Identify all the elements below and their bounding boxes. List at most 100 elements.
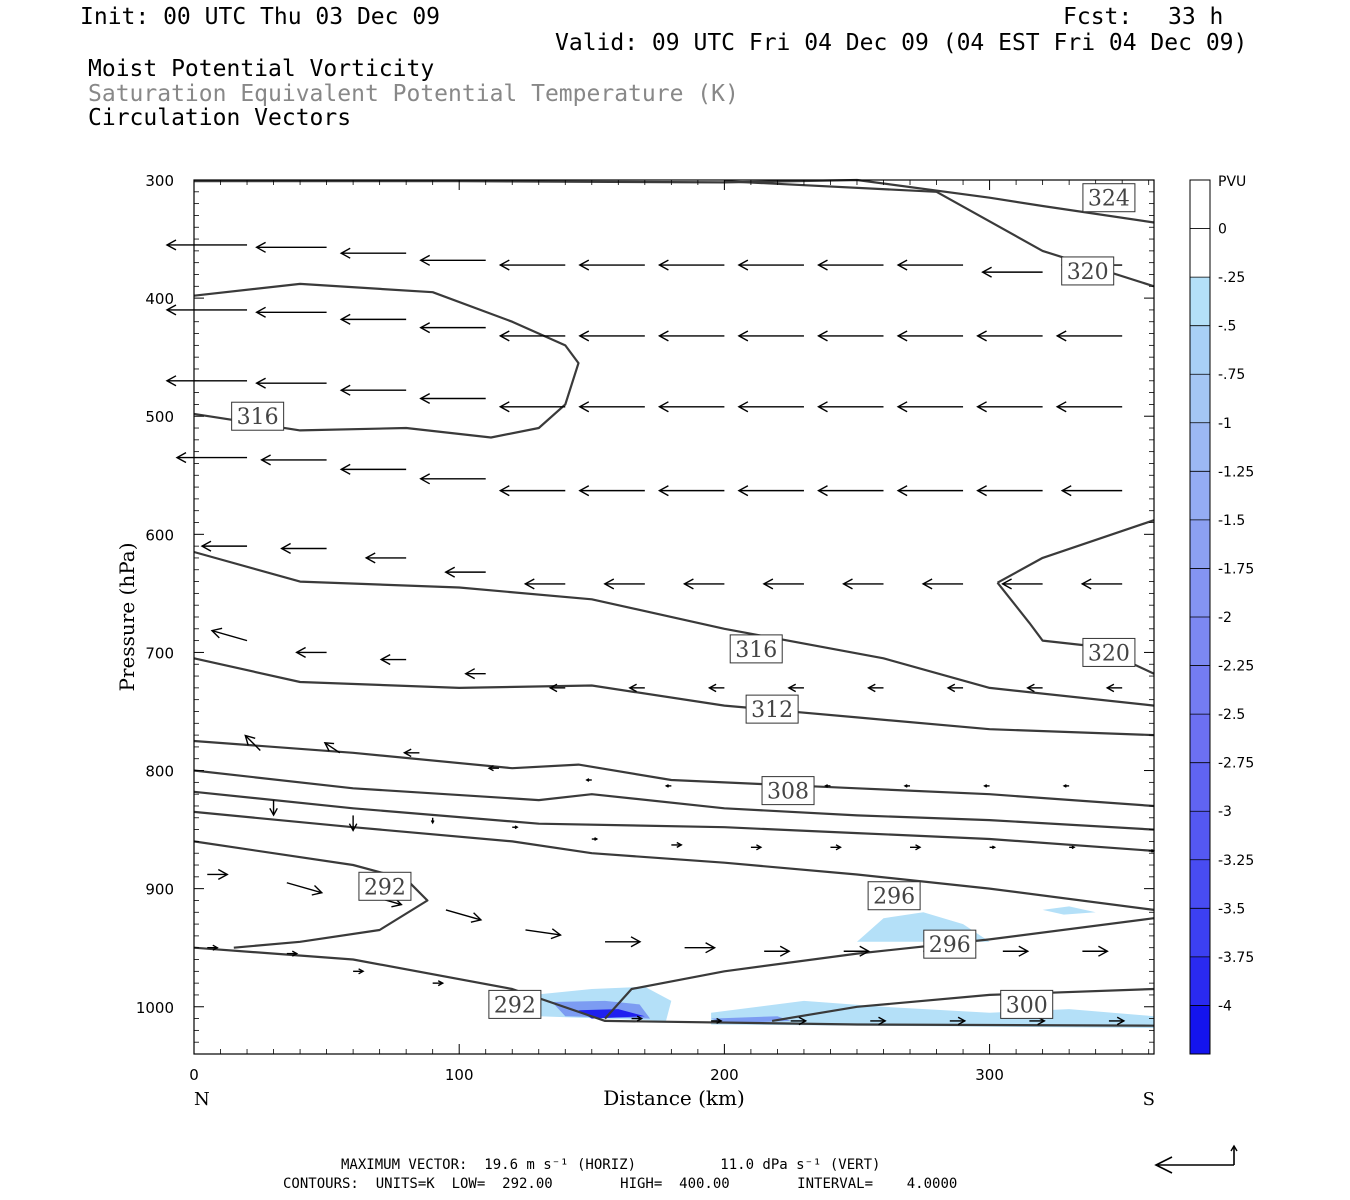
y-tick-label: 700 [145, 644, 174, 662]
circulation-vector [165, 304, 248, 316]
forecast-hour: 33 h [1168, 4, 1224, 30]
contour-info-note: CONTOURS: UNITS=K LOW= 292.00 HIGH= 400.… [283, 1176, 958, 1192]
circulation-vector [657, 485, 725, 497]
circulation-vector [896, 485, 964, 497]
colorbar-swatch [1190, 762, 1210, 812]
circulation-vector [657, 259, 725, 271]
contour-label-308: 308 [761, 776, 815, 806]
colorbar-level-label: -3 [1218, 804, 1232, 820]
circulation-vector [269, 800, 278, 817]
circulation-vector [762, 578, 804, 590]
circulation-vector [946, 683, 964, 693]
mpv-region-2 [578, 1009, 645, 1019]
circulation-vector [603, 578, 645, 590]
contour-label-312: 312 [745, 694, 799, 724]
contour-label-320: 320 [1082, 637, 1136, 667]
circulation-vector [419, 392, 486, 405]
forecast-label: Fcst: [1063, 4, 1133, 30]
y-tick-label: 900 [145, 881, 174, 899]
y-tick-label: 600 [145, 526, 174, 544]
circulation-vector [432, 980, 445, 987]
circulation-vector [824, 784, 831, 788]
theta-contour-296 [604, 917, 1155, 1020]
circulation-vector [379, 653, 407, 666]
circulation-vector [737, 259, 804, 271]
circulation-vector [737, 401, 804, 413]
circulation-vector [787, 683, 804, 693]
colorbar-swatch [1190, 422, 1210, 472]
circulation-vector [764, 945, 791, 957]
svg-text:324: 324 [1088, 187, 1130, 212]
field-title-theta-es: Saturation Equivalent Potential Temperat… [88, 81, 739, 107]
colorbar-level-label: -1 [1218, 416, 1232, 432]
circulation-vector [419, 254, 486, 266]
circulation-vector [949, 1016, 967, 1026]
theta-contour-312 [193, 657, 1155, 737]
theta-contour-292 [193, 946, 1155, 1027]
circulation-vector [921, 578, 964, 590]
circulation-vector [1001, 578, 1043, 590]
circulation-vector [605, 936, 642, 948]
circulation-vector [419, 473, 486, 485]
colorbar-level-label: -2.5 [1218, 707, 1245, 723]
circulation-vector [175, 451, 248, 464]
colorbar-unit: PVU [1218, 174, 1246, 190]
y-tick-label: 500 [145, 408, 174, 426]
colorbar-swatch [1190, 908, 1210, 958]
circulation-vector [591, 837, 599, 841]
svg-text:316: 316 [237, 405, 279, 430]
colorbar-swatch [1190, 859, 1210, 909]
circulation-vector [280, 542, 327, 555]
colorbar-level-label: 0 [1218, 222, 1227, 238]
circulation-vector [1069, 845, 1076, 850]
circulation-vector [737, 485, 804, 497]
circulation-vector [585, 778, 592, 782]
theta-contour-300 [771, 987, 1155, 1022]
circulation-vector [578, 330, 645, 342]
svg-text:320: 320 [1067, 260, 1109, 285]
circulation-vector [255, 377, 327, 389]
circulation-vector [525, 928, 562, 940]
circulation-vector [207, 944, 219, 951]
circulation-vector [711, 1017, 723, 1025]
colorbar-level-label: -3.5 [1218, 901, 1245, 917]
mpv-region-5 [1042, 906, 1096, 915]
contour-label-324: 324 [1082, 183, 1136, 213]
svg-text:316: 316 [735, 638, 777, 663]
circulation-vector [896, 330, 964, 342]
theta-contour-292 [193, 840, 429, 949]
contour-label-296: 296 [867, 881, 921, 911]
circulation-vector [498, 259, 566, 271]
circulation-vector [631, 1015, 644, 1022]
circulation-vector [286, 950, 299, 957]
colorbar-level-label: -3.75 [1218, 950, 1254, 966]
circulation-vector [523, 578, 566, 590]
circulation-vector [870, 1016, 887, 1026]
contour-label-320: 320 [1061, 256, 1115, 286]
valid-time: Valid: 09 UTC Fri 04 Dec 09 (04 EST Fri … [555, 30, 1248, 56]
contour-label-316: 316 [729, 634, 783, 664]
circulation-vector [339, 247, 407, 259]
field-title-mpv: Moist Potential Vorticity [88, 56, 435, 82]
theta-contour-304 [193, 769, 1155, 831]
theta-contour-308 [193, 739, 1155, 808]
circulation-vector [207, 868, 229, 881]
circulation-vectors [165, 239, 1156, 1026]
colorbar-level-label: -1.25 [1218, 464, 1254, 480]
colorbar-swatch [1190, 1005, 1210, 1055]
svg-text:312: 312 [751, 698, 793, 723]
theta-contour-320 [996, 519, 1155, 584]
circulation-vector [664, 784, 672, 788]
circulation-vector [255, 241, 327, 253]
colorbar-swatch [1190, 811, 1210, 861]
circulation-vector [548, 683, 566, 693]
circulation-vector [1062, 784, 1070, 788]
y-axis-title: Pressure (hPa) [115, 543, 139, 692]
colorbar-level-label: -4 [1218, 998, 1232, 1014]
circulation-vector [707, 683, 725, 693]
svg-text:296: 296 [873, 885, 915, 910]
contour-label-300: 300 [1000, 989, 1054, 1019]
theta-contour-316 [193, 282, 580, 439]
y-tick-label: 800 [145, 763, 174, 781]
circulation-vector [843, 945, 871, 957]
